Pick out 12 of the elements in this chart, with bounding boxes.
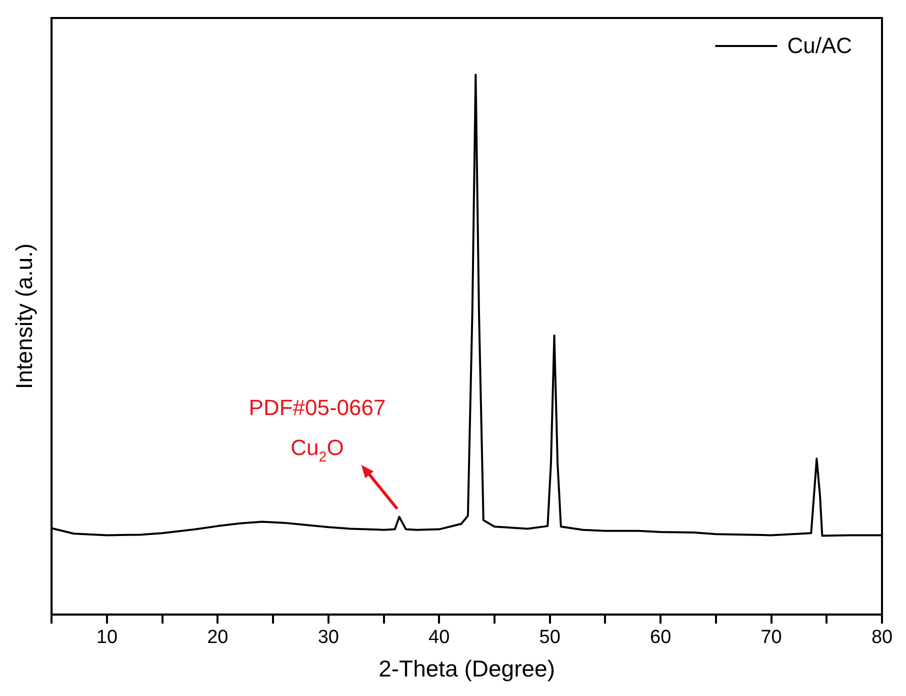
x-tick-label: 60: [650, 627, 672, 648]
x-tick-label: 20: [207, 627, 228, 648]
x-tick-label: 80: [871, 627, 893, 648]
x-tick-label: 40: [428, 627, 450, 648]
annotation: PDF#05-0667: [248, 394, 386, 420]
x-tick-label: 10: [96, 627, 118, 648]
x-tick-label: 30: [318, 627, 339, 648]
x-axis-title: 2-Theta (Degree): [378, 656, 556, 682]
x-tick-label: 70: [760, 627, 782, 648]
y-axis-title: Intensity (a.u.): [11, 243, 38, 390]
x-tick-label: 50: [539, 627, 560, 648]
legend-label: Cu/AC: [787, 33, 852, 58]
